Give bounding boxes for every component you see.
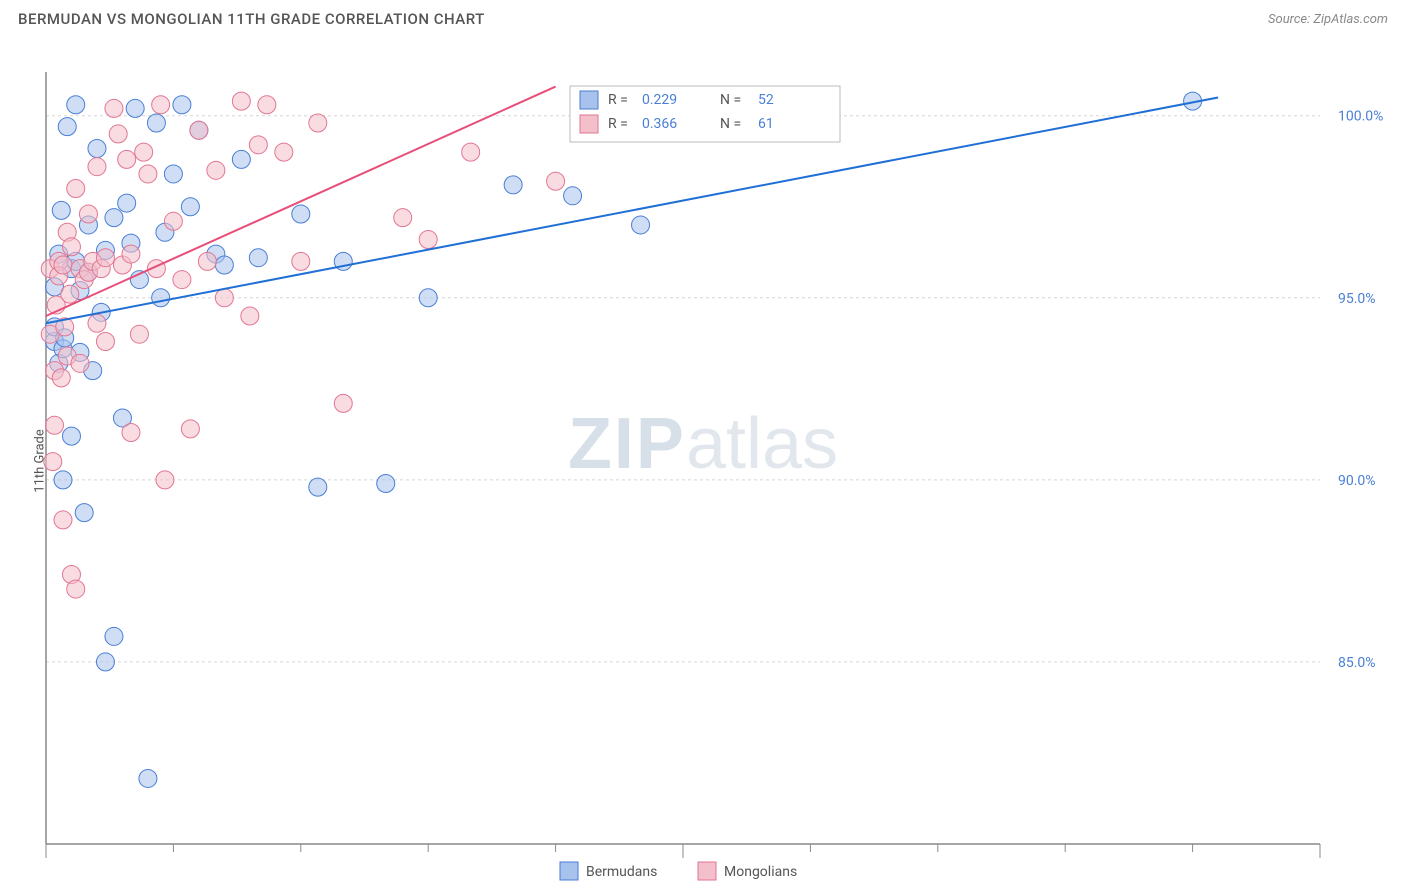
data-point — [147, 114, 165, 132]
data-point — [62, 238, 80, 256]
legend-swatch — [580, 115, 598, 133]
data-point — [67, 96, 85, 114]
data-point — [105, 627, 123, 645]
data-point — [139, 769, 157, 787]
data-point — [215, 289, 233, 307]
data-point — [249, 249, 267, 267]
data-point — [292, 252, 310, 270]
data-point — [88, 314, 106, 332]
chart-title: BERMUDAN VS MONGOLIAN 11TH GRADE CORRELA… — [18, 10, 485, 28]
data-point — [96, 249, 114, 267]
data-point — [54, 511, 72, 529]
data-point — [173, 271, 191, 289]
data-point — [139, 165, 157, 183]
legend-n-label: N = — [720, 92, 741, 108]
source-attribution: Source: ZipAtlas.com — [1268, 12, 1388, 27]
data-point — [309, 114, 327, 132]
data-point — [292, 205, 310, 223]
data-point — [564, 187, 582, 205]
data-point — [152, 289, 170, 307]
data-point — [105, 209, 123, 227]
data-point — [462, 143, 480, 161]
series-swatch — [560, 862, 578, 880]
data-point — [207, 161, 225, 179]
data-point — [632, 216, 650, 234]
y-tick-label: 100.0% — [1338, 109, 1383, 125]
data-point — [109, 125, 127, 143]
data-point — [54, 256, 72, 274]
chart-container: 11th Grade ZIPatlas 85.0%90.0%95.0%100.0… — [0, 36, 1406, 886]
legend-r-value: 0.366 — [642, 116, 677, 132]
data-point — [54, 471, 72, 489]
data-point — [232, 92, 250, 110]
data-point — [135, 143, 153, 161]
data-point — [61, 285, 79, 303]
data-point — [377, 474, 395, 492]
data-point — [164, 212, 182, 230]
data-point — [67, 580, 85, 598]
data-point — [45, 416, 63, 434]
data-point — [309, 478, 327, 496]
legend-r-value: 0.229 — [642, 92, 677, 108]
data-point — [96, 332, 114, 350]
y-tick-label: 95.0% — [1338, 291, 1376, 307]
data-point — [130, 325, 148, 343]
data-point — [419, 289, 437, 307]
data-point — [504, 176, 522, 194]
legend-n-value: 52 — [758, 92, 774, 108]
data-point — [122, 245, 140, 263]
data-point — [173, 96, 191, 114]
data-point — [67, 180, 85, 198]
data-point — [241, 307, 259, 325]
data-point — [62, 427, 80, 445]
data-point — [249, 136, 267, 154]
data-point — [547, 172, 565, 190]
legend-swatch — [580, 91, 598, 109]
legend-n-value: 61 — [758, 116, 774, 132]
data-point — [52, 369, 70, 387]
data-point — [152, 96, 170, 114]
data-point — [88, 139, 106, 157]
data-point — [75, 504, 93, 522]
data-point — [71, 354, 89, 372]
data-point — [126, 99, 144, 117]
data-point — [156, 471, 174, 489]
series-label: Bermudans — [586, 864, 657, 880]
data-point — [215, 256, 233, 274]
data-point — [394, 209, 412, 227]
series-label: Mongolians — [724, 864, 797, 880]
legend-r-label: R = — [608, 116, 628, 132]
data-point — [198, 252, 216, 270]
data-point — [58, 118, 76, 136]
y-axis-label: 11th Grade — [32, 429, 47, 493]
legend-r-label: R = — [608, 92, 628, 108]
data-point — [52, 201, 70, 219]
data-point — [334, 394, 352, 412]
legend-n-label: N = — [720, 116, 741, 132]
y-tick-label: 85.0% — [1338, 655, 1376, 671]
data-point — [118, 150, 136, 168]
series-swatch — [698, 862, 716, 880]
data-point — [419, 231, 437, 249]
data-point — [181, 420, 199, 438]
data-point — [232, 150, 250, 168]
data-point — [88, 158, 106, 176]
scatter-chart: 85.0% 90.0% 95.0% 100.0% R = 0.229 N = 52 R = 0.3… — [0, 36, 1406, 896]
data-point — [122, 424, 140, 442]
data-point — [258, 96, 276, 114]
data-point — [181, 198, 199, 216]
y-tick-label: 90.0% — [1338, 473, 1376, 489]
data-point — [164, 165, 182, 183]
data-point — [96, 653, 114, 671]
data-point — [275, 143, 293, 161]
data-point — [190, 121, 208, 139]
data-point — [105, 99, 123, 117]
data-point — [118, 194, 136, 212]
data-point — [79, 205, 97, 223]
